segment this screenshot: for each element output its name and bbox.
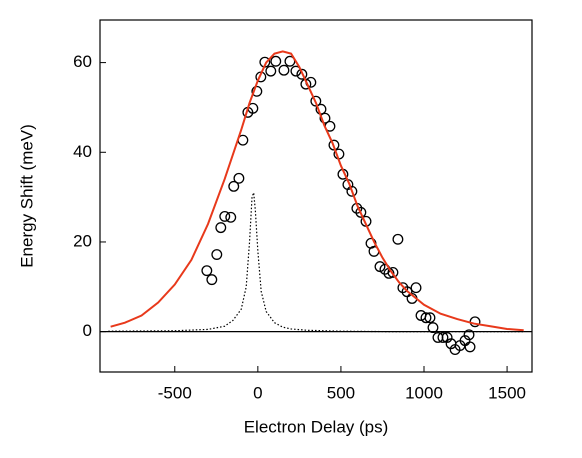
y-tick-label: 40 xyxy=(73,142,92,161)
x-tick-label: 500 xyxy=(327,383,355,402)
data-point xyxy=(225,211,237,223)
data-point xyxy=(211,249,223,260)
data-point xyxy=(270,55,282,67)
fit-line xyxy=(110,50,524,332)
y-tick-label: 0 xyxy=(83,321,92,340)
dotted-line xyxy=(108,192,524,333)
data-point xyxy=(463,329,475,341)
data-point xyxy=(387,267,399,278)
data-point xyxy=(437,332,449,343)
data-point xyxy=(296,68,308,80)
x-tick-label: 1500 xyxy=(488,383,526,402)
y-tick-label: 20 xyxy=(73,231,92,250)
data-point xyxy=(427,322,439,334)
data-point xyxy=(228,180,240,192)
data-point xyxy=(233,172,245,184)
data-point xyxy=(251,85,263,97)
data-point xyxy=(319,112,331,124)
data-point xyxy=(278,64,290,76)
data-point xyxy=(464,341,476,353)
data-point xyxy=(410,282,422,294)
data-point xyxy=(265,65,277,77)
data-point xyxy=(215,222,227,234)
data-point xyxy=(201,265,213,277)
x-tick-label: 1000 xyxy=(405,383,443,402)
data-point xyxy=(424,312,436,324)
data-point xyxy=(346,185,358,197)
data-point xyxy=(420,312,432,324)
y-tick-label: 60 xyxy=(73,52,92,71)
data-point xyxy=(328,139,340,151)
data-point xyxy=(355,206,367,218)
plot-frame xyxy=(99,19,533,373)
x-tick-label: -500 xyxy=(158,383,192,402)
data-point xyxy=(219,210,231,222)
x-tick-label: 0 xyxy=(253,383,262,402)
y-axis-label: Energy Shift (meV) xyxy=(17,124,36,268)
data-point xyxy=(310,95,322,107)
data-point xyxy=(206,274,218,286)
data-point xyxy=(392,233,404,245)
x-axis-label: Electron Delay (ps) xyxy=(244,417,389,436)
